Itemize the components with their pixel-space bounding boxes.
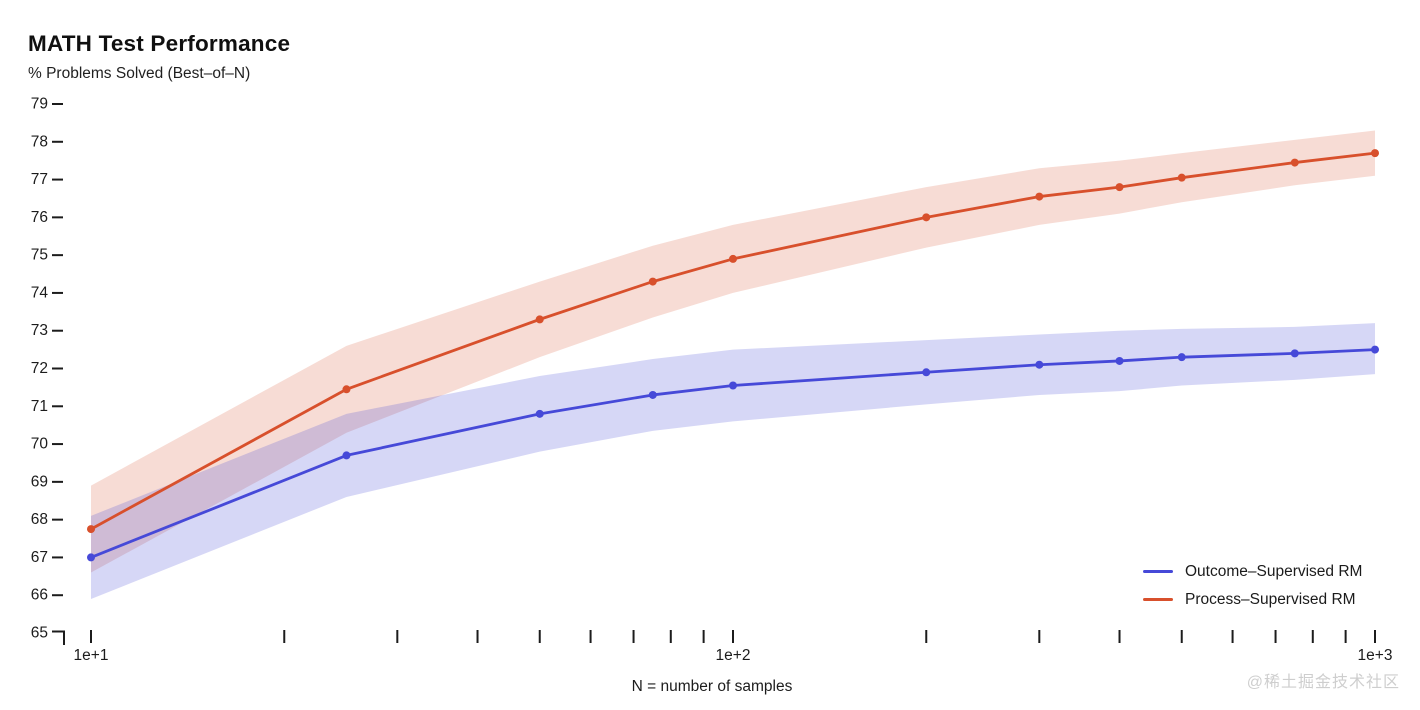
series-point [1177,353,1186,362]
y-tick-label: 73 [31,322,48,339]
y-tick-label: 67 [31,549,48,566]
x-axis-label: N = number of samples [631,678,793,695]
y-tick-label: 79 [31,96,48,113]
legend-item-process-supervised: Process–Supervised RM [1143,589,1362,610]
series-confidence-band [91,323,1375,599]
legend-label-process: Process–Supervised RM [1185,590,1356,608]
legend-label-outcome: Outcome–Supervised RM [1185,562,1363,580]
x-tick-label: 1e+1 [74,647,109,664]
series-point [1177,173,1186,182]
series-point [922,213,931,222]
y-tick-label: 76 [31,209,48,226]
y-tick-label: 71 [31,398,48,415]
y-tick-label: 74 [31,284,49,301]
series-point [1115,183,1124,192]
series-point [87,553,95,562]
y-tick-label: 75 [31,247,48,264]
y-tick-label: 65 [31,625,48,642]
series-point [1035,360,1044,369]
series-point [1371,345,1379,354]
y-tick-label: 66 [31,587,48,604]
x-tick-label: 1e+3 [1358,647,1393,664]
series-point [1371,149,1379,158]
legend: Outcome–Supervised RM Process–Supervised… [1143,561,1362,610]
legend-line-swatch-process [1143,597,1173,602]
series-confidence-band [91,130,1375,573]
series-point [648,390,657,399]
y-tick-label: 78 [31,133,48,150]
series-point [648,277,657,286]
y-tick-label: 72 [31,360,48,377]
series-point [1115,356,1124,365]
y-tick-label: 69 [31,473,48,490]
chart-title: MATH Test Performance [28,31,291,56]
watermark: @稀土掘金技术社区 [1246,674,1400,691]
series-point [535,315,544,324]
series-point [729,381,737,390]
y-tick-label: 77 [31,171,48,188]
legend-item-outcome-supervised: Outcome–Supervised RM [1143,561,1362,582]
series-point [1035,192,1044,201]
y-tick-label: 70 [31,436,49,453]
chart-subtitle: % Problems Solved (Best–of–N) [28,65,251,82]
series-point [535,409,544,418]
axis-corner-mark [52,630,65,645]
x-tick-label: 1e+2 [716,647,751,664]
series-point [342,451,351,460]
series-point [342,385,351,394]
y-tick-label: 68 [31,511,48,528]
series-point [1290,158,1299,167]
series-point [1290,349,1299,358]
legend-line-swatch-outcome [1143,569,1173,574]
series-point [729,254,737,263]
series-point [87,525,95,534]
series-point [922,368,931,377]
